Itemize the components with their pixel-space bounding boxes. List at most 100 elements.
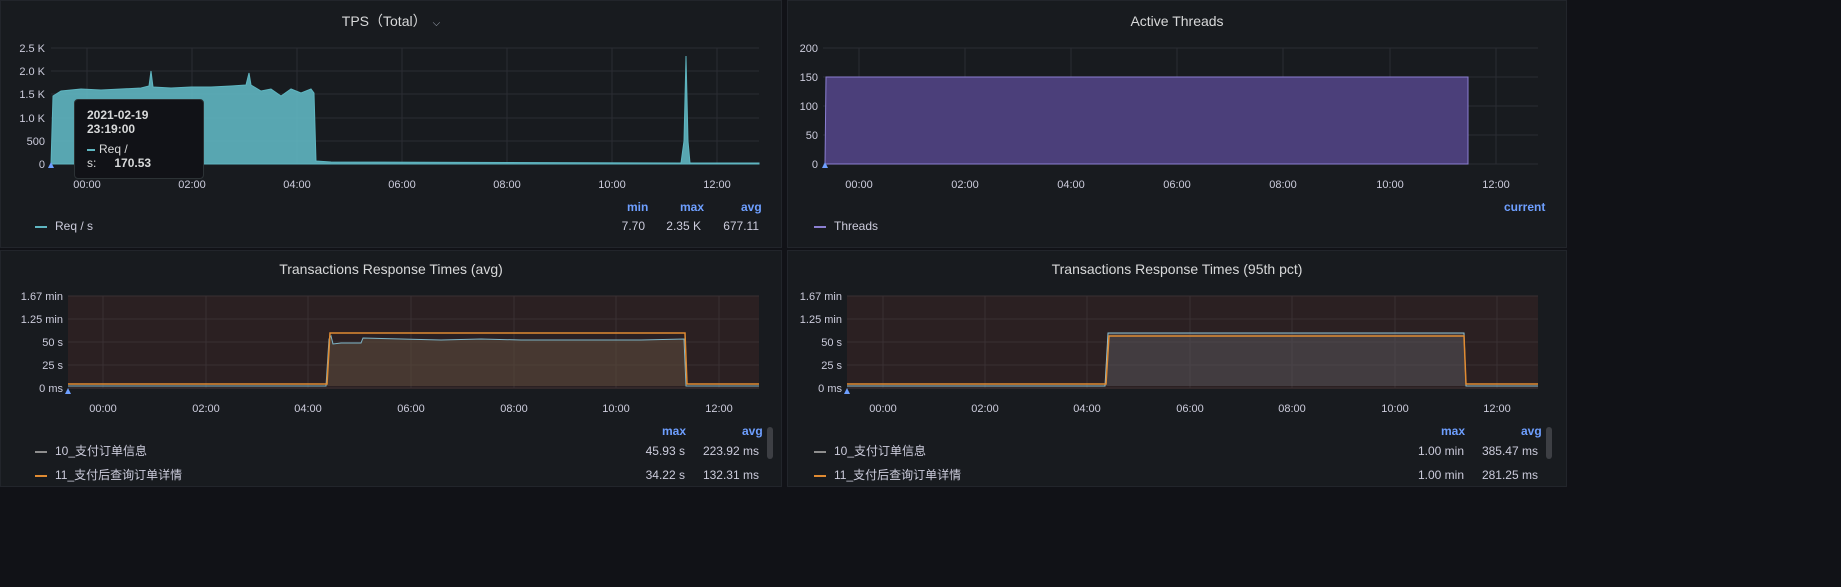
legend-avg-value: 223.92 ms [702, 444, 759, 458]
rt-95-xtick: 04:00 [1073, 403, 1101, 415]
tps-xtick: 10:00 [598, 179, 626, 191]
threads-ytick: 150 [800, 72, 818, 84]
rt-avg-legend-scrollbar[interactable] [767, 427, 773, 459]
rt-95-ytick: 25 s [821, 360, 842, 372]
rt-95-legend-avg-header[interactable]: avg [1521, 424, 1542, 438]
rt-95-time-marker [844, 388, 850, 394]
tps-panel-title[interactable]: TPS（Total） ⌵ [1, 11, 781, 34]
tps-xtick: 06:00 [388, 179, 416, 191]
legend-series-name: 10_支付订单信息 [834, 444, 927, 458]
tps-xtick: 00:00 [73, 179, 101, 191]
rt-95-xtick: 08:00 [1278, 403, 1306, 415]
legend-min-value: 7.70 [621, 219, 645, 233]
tps-legend-min-header[interactable]: min [627, 200, 649, 214]
tps-xtick: 08:00 [493, 179, 521, 191]
legend-swatch [814, 450, 826, 453]
rt-95-ytick: 1.25 min [800, 314, 842, 326]
tooltip-value: 170.53 [114, 156, 152, 170]
rt-avg-xtick: 04:00 [294, 403, 322, 415]
tps-series-area [50, 55, 760, 165]
legend-max-value: 2.35 K [666, 219, 701, 233]
legend-max-value: 1.00 min [1417, 468, 1464, 482]
tps-legend-row[interactable]: Req / s 7.70 2.35 K 677.11 [35, 214, 771, 238]
threads-chart[interactable]: 200 150 100 50 0 00:00 02:00 04:00 06:00… [788, 1, 1568, 201]
rt-95-legend-row[interactable]: 11_支付后查询订单详情 1.00 min 281.25 ms [814, 463, 1540, 487]
rt-95-panel-title[interactable]: Transactions Response Times (95th pct) [1051, 261, 1303, 277]
legend-swatch [814, 225, 826, 228]
threads-ytick: 50 [806, 130, 818, 142]
rt-avg-legend-row[interactable]: 11_支付后查询订单详情 34.22 s 132.31 ms [35, 463, 761, 487]
rt-avg-xtick: 02:00 [192, 403, 220, 415]
tps-xtick: 12:00 [703, 179, 731, 191]
rt-95-series-11 [847, 335, 1538, 385]
tps-ytick: 2.0 K [19, 66, 45, 78]
tps-time-marker [48, 162, 54, 168]
tps-title-text[interactable]: TPS（Total） [341, 13, 427, 29]
rt-95-legend-row[interactable]: 10_支付订单信息 1.00 min 385.47 ms [814, 439, 1540, 463]
threads-xtick: 10:00 [1376, 179, 1404, 191]
legend-swatch [35, 225, 47, 228]
rt-avg-xtick: 10:00 [602, 403, 630, 415]
tps-ytick: 2.5 K [19, 43, 45, 55]
legend-max-value: 45.93 s [645, 444, 685, 458]
tps-ytick: 1.0 K [19, 113, 45, 125]
rt-95-legend-scrollbar[interactable] [1546, 427, 1552, 459]
threads-panel: Active Threads 200 150 100 50 0 00:00 02… [787, 0, 1567, 248]
legend-avg-value: 677.11 [723, 219, 759, 233]
tps-xtick: 02:00 [178, 179, 206, 191]
legend-series-name: Req / s [55, 219, 94, 233]
rt-avg-xtick: 12:00 [705, 403, 733, 415]
rt-avg-legend-row[interactable]: 10_支付订单信息 45.93 s 223.92 ms [35, 439, 761, 463]
tps-legend-max-header[interactable]: max [680, 200, 705, 214]
tps-ytick: 0 [39, 159, 45, 171]
rt-avg-legend-avg-header[interactable]: avg [742, 424, 763, 438]
tps-xtick: 04:00 [283, 179, 311, 191]
threads-panel-title[interactable]: Active Threads [1130, 13, 1224, 29]
rt-avg-xtick: 06:00 [397, 403, 425, 415]
legend-max-value: 34.22 s [645, 468, 685, 482]
tps-legend-avg-header[interactable]: avg [741, 200, 762, 214]
rt-95-xtick: 00:00 [869, 403, 897, 415]
rt-avg-xtick: 08:00 [500, 403, 528, 415]
rt-avg-panel: Transactions Response Times (avg) 1.67 m… [0, 250, 782, 487]
tps-ytick: 1.5 K [19, 89, 45, 101]
rt-95-series-area [847, 332, 1538, 387]
rt-avg-time-marker [65, 388, 71, 394]
rt-95-panel: Transactions Response Times (95th pct) 1… [787, 250, 1567, 487]
rt-avg-ytick: 1.25 min [21, 314, 63, 326]
tooltip-time: 2021-02-19 23:19:00 [87, 108, 149, 136]
threads-xtick: 08:00 [1269, 179, 1297, 191]
chevron-down-icon[interactable]: ⌵ [432, 18, 441, 29]
tps-ytick: 500 [27, 136, 45, 148]
tooltip-swatch [87, 148, 95, 151]
rt-95-chart[interactable]: 1.67 min 1.25 min 50 s 25 s 0 ms 00:00 0… [788, 251, 1568, 426]
rt-95-xtick: 02:00 [971, 403, 999, 415]
rt-95-legend-max-header[interactable]: max [1441, 424, 1466, 438]
rt-avg-ytick: 25 s [42, 360, 63, 372]
legend-avg-value: 132.31 ms [702, 468, 759, 482]
tps-tooltip: 2021-02-19 23:19:00 Req / s: 170.53 [74, 99, 204, 179]
rt-avg-chart[interactable]: 1.67 min 1.25 min 50 s 25 s 0 ms 00:00 0… [1, 251, 783, 426]
rt-avg-xtick: 00:00 [89, 403, 117, 415]
threads-ytick: 200 [800, 43, 818, 55]
rt-95-ytick: 50 s [821, 337, 842, 349]
threads-time-marker [822, 162, 828, 168]
threads-xtick: 00:00 [845, 179, 873, 191]
legend-swatch [35, 450, 47, 453]
rt-avg-legend-max-header[interactable]: max [662, 424, 687, 438]
legend-avg-value: 385.47 ms [1481, 444, 1538, 458]
rt-95-xtick: 10:00 [1381, 403, 1409, 415]
legend-swatch [35, 474, 47, 477]
legend-series-name: 11_支付后查询订单详情 [55, 468, 183, 482]
legend-max-value: 1.00 min [1417, 444, 1464, 458]
threads-legend-row[interactable]: Threads [814, 214, 1534, 238]
threads-xtick: 12:00 [1482, 179, 1510, 191]
threads-xtick: 02:00 [951, 179, 979, 191]
threads-xtick: 04:00 [1057, 179, 1085, 191]
tps-panel: TPS（Total） ⌵ 2.5 K 2.0 K 1.5 K 1.0 K 500 … [0, 0, 782, 248]
legend-series-name: 10_支付订单信息 [55, 444, 148, 458]
tooltip-label: Req / s: [87, 142, 128, 170]
threads-legend-current-header[interactable]: current [1504, 200, 1546, 214]
rt-avg-panel-title[interactable]: Transactions Response Times (avg) [279, 261, 503, 277]
rt-95-ytick: 1.67 min [800, 291, 842, 303]
